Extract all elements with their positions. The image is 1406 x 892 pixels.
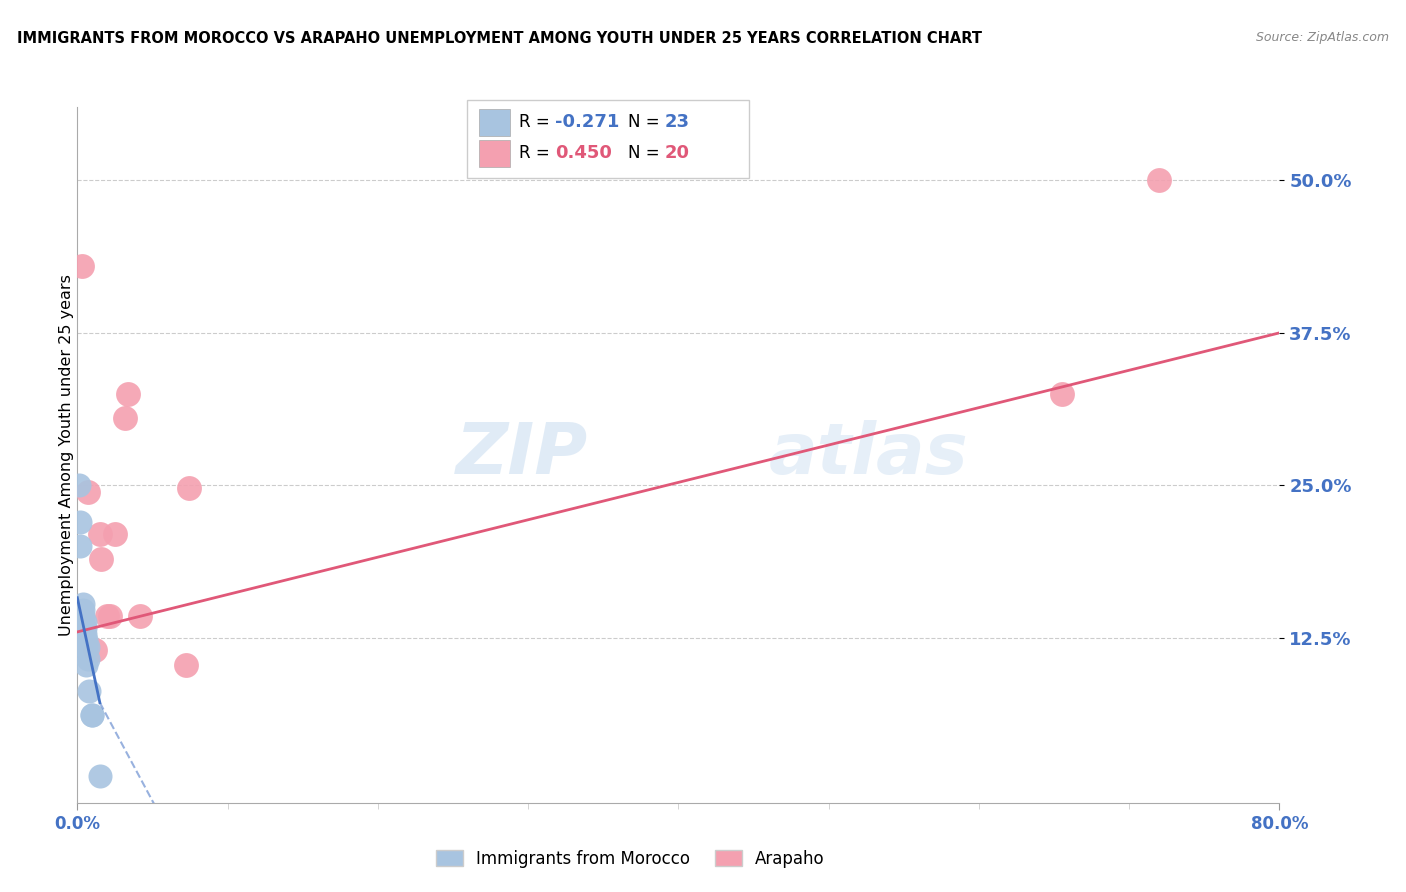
Point bbox=[1149, 173, 1171, 187]
Point bbox=[76, 484, 98, 499]
Point bbox=[73, 627, 96, 641]
Point bbox=[79, 683, 101, 698]
Point bbox=[75, 640, 97, 654]
Text: atlas: atlas bbox=[769, 420, 969, 490]
Point bbox=[177, 481, 200, 495]
Point bbox=[69, 540, 91, 554]
Point bbox=[73, 640, 96, 654]
Point bbox=[104, 527, 127, 541]
Point bbox=[70, 259, 93, 273]
Text: Source: ZipAtlas.com: Source: ZipAtlas.com bbox=[1256, 31, 1389, 45]
Point bbox=[84, 643, 107, 657]
Point bbox=[73, 621, 96, 635]
Y-axis label: Unemployment Among Youth under 25 years: Unemployment Among Youth under 25 years bbox=[59, 274, 73, 636]
Point bbox=[82, 707, 104, 722]
Point bbox=[72, 597, 94, 611]
Text: ZIP: ZIP bbox=[456, 420, 588, 490]
Point bbox=[75, 657, 97, 672]
Point bbox=[89, 527, 111, 541]
Text: N =: N = bbox=[628, 145, 665, 162]
Text: 23: 23 bbox=[665, 113, 690, 131]
Point bbox=[73, 633, 96, 648]
Point bbox=[76, 652, 98, 666]
Point bbox=[117, 387, 139, 401]
Point bbox=[75, 633, 97, 648]
Point bbox=[1050, 387, 1073, 401]
Text: N =: N = bbox=[628, 113, 665, 131]
Point bbox=[100, 609, 122, 624]
Point bbox=[174, 657, 197, 672]
Point bbox=[89, 769, 111, 783]
Point bbox=[90, 551, 112, 566]
Point bbox=[72, 609, 94, 624]
Point bbox=[70, 619, 93, 633]
Legend: Immigrants from Morocco, Arapaho: Immigrants from Morocco, Arapaho bbox=[429, 843, 831, 874]
Point bbox=[72, 603, 94, 617]
Point bbox=[72, 615, 94, 629]
Point bbox=[96, 609, 118, 624]
Point bbox=[70, 607, 93, 621]
Point bbox=[114, 411, 136, 425]
Text: 0.450: 0.450 bbox=[555, 145, 612, 162]
Point bbox=[67, 478, 90, 492]
Point bbox=[76, 640, 98, 654]
Point bbox=[82, 707, 104, 722]
Text: 20: 20 bbox=[665, 145, 690, 162]
Point bbox=[69, 515, 91, 529]
Text: IMMIGRANTS FROM MOROCCO VS ARAPAHO UNEMPLOYMENT AMONG YOUTH UNDER 25 YEARS CORRE: IMMIGRANTS FROM MOROCCO VS ARAPAHO UNEMP… bbox=[17, 31, 981, 46]
Text: R =: R = bbox=[519, 113, 555, 131]
Point bbox=[129, 609, 152, 624]
Text: R =: R = bbox=[519, 145, 555, 162]
Point bbox=[73, 615, 96, 629]
Text: -0.271: -0.271 bbox=[555, 113, 620, 131]
